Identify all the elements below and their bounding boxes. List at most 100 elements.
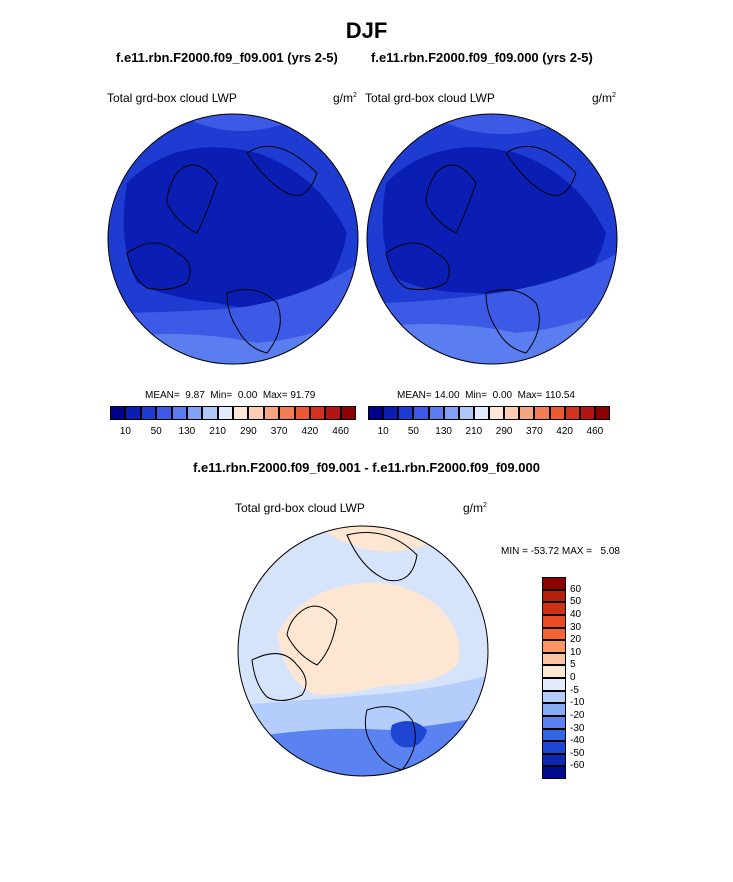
colorbar-tick-label: 130 — [435, 426, 452, 437]
diff-coastline-greenland — [286, 605, 338, 666]
colorbar-swatch — [542, 728, 566, 742]
colorbar-swatch — [473, 406, 489, 420]
colorbar-tick-label: 60 — [570, 583, 582, 595]
diff-deep-negative-patch — [390, 721, 427, 748]
difference-polar-map — [237, 525, 489, 777]
colorbar-swatch — [186, 406, 203, 420]
diff-minmax-text: MIN = -53.72 MAX = 5.08 — [501, 546, 620, 557]
colorbar-swatch — [504, 406, 520, 420]
right-variable-label: Total grd-box cloud LWP — [365, 91, 495, 105]
colorbar-swatch — [542, 715, 566, 729]
colorbar-swatch — [542, 589, 566, 603]
left-panel-subtitle: f.e11.rbn.F2000.f09_f09.001 (yrs 2-5) — [116, 50, 338, 65]
colorbar-tick-label: 5 — [570, 659, 576, 671]
left-colorbar-ticks: 10 50 130 210 290 370 420 460 — [110, 426, 356, 440]
colorbar-swatch — [542, 652, 566, 666]
colorbar-swatch — [564, 406, 580, 420]
right-units-exp: 2 — [612, 92, 616, 99]
colorbar-tick-label: 20 — [570, 634, 582, 646]
left-coastline-siberia — [246, 145, 318, 196]
right-coastline-siberia — [505, 145, 577, 196]
colorbar-swatch — [443, 406, 459, 420]
colorbar-swatch — [542, 614, 566, 628]
colorbar-swatch — [248, 406, 264, 420]
right-stats-text: MEAN= 14.00 Min= 0.00 Max= 110.54 — [397, 390, 575, 401]
colorbar-swatch — [519, 406, 535, 420]
colorbar-tick-label: 130 — [178, 426, 196, 437]
colorbar-tick-label: -20 — [570, 709, 585, 721]
left-coastline-greenland — [166, 164, 218, 234]
colorbar-swatch — [398, 406, 414, 420]
diff-colorbar — [542, 577, 566, 779]
left-colorbar — [110, 406, 356, 420]
colorbar-swatch — [534, 406, 550, 420]
colorbar-swatch — [140, 406, 157, 420]
colorbar-swatch — [542, 678, 566, 691]
colorbar-swatch — [125, 406, 141, 420]
colorbar-swatch — [458, 406, 474, 420]
colorbar-swatch — [171, 406, 187, 420]
colorbar-swatch — [542, 602, 566, 615]
left-coastline-canada — [126, 242, 191, 291]
colorbar-swatch — [542, 640, 566, 653]
right-map-interior-field — [382, 147, 606, 296]
colorbar-tick-label: 30 — [570, 621, 582, 633]
left-variable-label: Total grd-box cloud LWP — [107, 91, 237, 105]
colorbar-tick-label: 460 — [586, 426, 604, 437]
colorbar-tick-label: 370 — [270, 426, 288, 437]
colorbar-swatch — [233, 406, 249, 420]
colorbar-swatch — [542, 766, 566, 779]
diff-positive-region — [277, 582, 460, 695]
diff-coastline-canada — [251, 653, 307, 701]
colorbar-tick-label: 50 — [150, 426, 162, 437]
colorbar-swatch — [542, 753, 566, 767]
right-polar-map — [366, 113, 618, 365]
colorbar-swatch — [202, 406, 218, 420]
left-map-interior-field — [123, 147, 348, 308]
diff-units-label: g/m2 — [463, 501, 487, 515]
colorbar-swatch — [325, 406, 341, 420]
right-units-base: g/m — [592, 91, 613, 105]
colorbar-swatch — [542, 690, 566, 704]
colorbar-tick-label: 40 — [570, 608, 582, 620]
diff-variable-label: Total grd-box cloud LWP — [235, 501, 365, 515]
colorbar-swatch — [110, 406, 126, 420]
colorbar-tick-label: 10 — [570, 646, 582, 658]
colorbar-swatch — [542, 577, 566, 590]
colorbar-swatch — [549, 406, 565, 420]
colorbar-tick-label: 420 — [301, 426, 319, 437]
colorbar-tick-label: 210 — [209, 426, 226, 437]
figure-title: DJF — [345, 18, 388, 43]
diff-units-exp: 2 — [483, 502, 487, 509]
left-units-exp: 2 — [353, 92, 357, 99]
colorbar-tick-label: 290 — [495, 426, 513, 437]
colorbar-tick-label: -10 — [570, 697, 585, 709]
colorbar-swatch — [542, 741, 566, 754]
colorbar-swatch — [542, 703, 566, 716]
right-coastline-eurasia — [485, 289, 540, 354]
colorbar-swatch — [309, 406, 326, 420]
right-coastline-greenland — [425, 164, 477, 234]
colorbar-tick-label: 460 — [332, 426, 349, 437]
colorbar-tick-label: 0 — [570, 672, 576, 683]
colorbar-swatch — [542, 665, 566, 678]
colorbar-tick-label: -30 — [570, 722, 585, 734]
left-units-label: g/m2 — [333, 91, 357, 105]
colorbar-tick-label: -5 — [570, 684, 579, 696]
colorbar-tick-label: 50 — [570, 596, 582, 608]
left-coastline-eurasia — [226, 289, 281, 354]
colorbar-swatch — [428, 406, 444, 420]
colorbar-tick-label: -60 — [570, 760, 585, 772]
colorbar-swatch — [217, 406, 233, 420]
colorbar-swatch — [489, 406, 505, 420]
colorbar-swatch — [383, 406, 399, 420]
colorbar-swatch — [594, 406, 610, 420]
difference-title: f.e11.rbn.F2000.f09_f09.001 - f.e11.rbn.… — [193, 460, 540, 475]
colorbar-tick-label: 210 — [465, 426, 483, 437]
colorbar-tick-label: 50 — [407, 426, 419, 437]
diff-colorbar-ticks: 60 50 40 30 20 10 5 0 -5 -10 -20 -30 -40 -50 -60 — [570, 577, 610, 779]
diff-units-base: g/m — [463, 501, 484, 515]
colorbar-tick-label: 290 — [240, 426, 257, 437]
right-coastline-canada — [385, 242, 450, 291]
colorbar-tick-label: -40 — [570, 735, 585, 747]
